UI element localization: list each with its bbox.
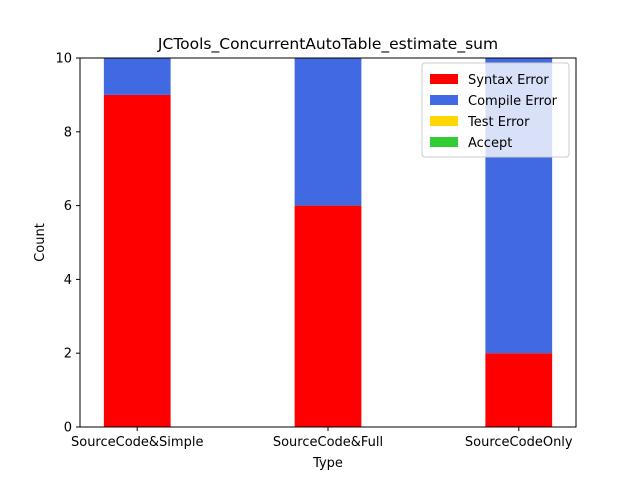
legend-swatch-test-error [430,116,458,126]
y-axis-label: Count [33,223,48,262]
bar-syntax-error-2 [485,353,553,427]
legend-swatch-syntax-error [430,74,458,84]
legend-label-syntax-error: Syntax Error [468,73,549,88]
legend-swatch-accept [430,137,458,147]
bar-compile-error-0 [103,58,171,95]
legend-label-compile-error: Compile Error [468,94,558,109]
x-tick-label: SourceCode&Simple [71,435,203,450]
x-axis-ticks: SourceCode&Simple SourceCode&Full SourceCo… [71,427,573,450]
chart-title: JCTools_ConcurrentAutoTable_estimate_sum [157,35,498,54]
x-tick-label: SourceCode&Full [273,435,383,450]
y-tick-label: 10 [55,52,72,67]
legend-box [421,62,570,158]
x-axis-label: Type [312,456,343,471]
bar-syntax-error-0 [103,94,171,428]
legend: Syntax Error Compile Error Test Error Accep… [421,62,570,158]
y-tick-label: 0 [64,421,72,436]
y-axis-ticks: 0 2 4 6 8 10 [55,52,80,436]
bar-syntax-error-1 [294,205,362,427]
bar-compile-error-1 [294,58,362,206]
legend-label-test-error: Test Error [467,115,530,130]
x-tick-label: SourceCodeOnly [465,435,573,450]
legend-label-accept: Accept [468,136,512,151]
y-tick-label: 4 [64,273,72,288]
y-tick-label: 2 [64,347,72,362]
legend-swatch-compile-error [430,95,458,105]
y-tick-label: 6 [64,199,72,214]
y-tick-label: 8 [64,125,72,140]
